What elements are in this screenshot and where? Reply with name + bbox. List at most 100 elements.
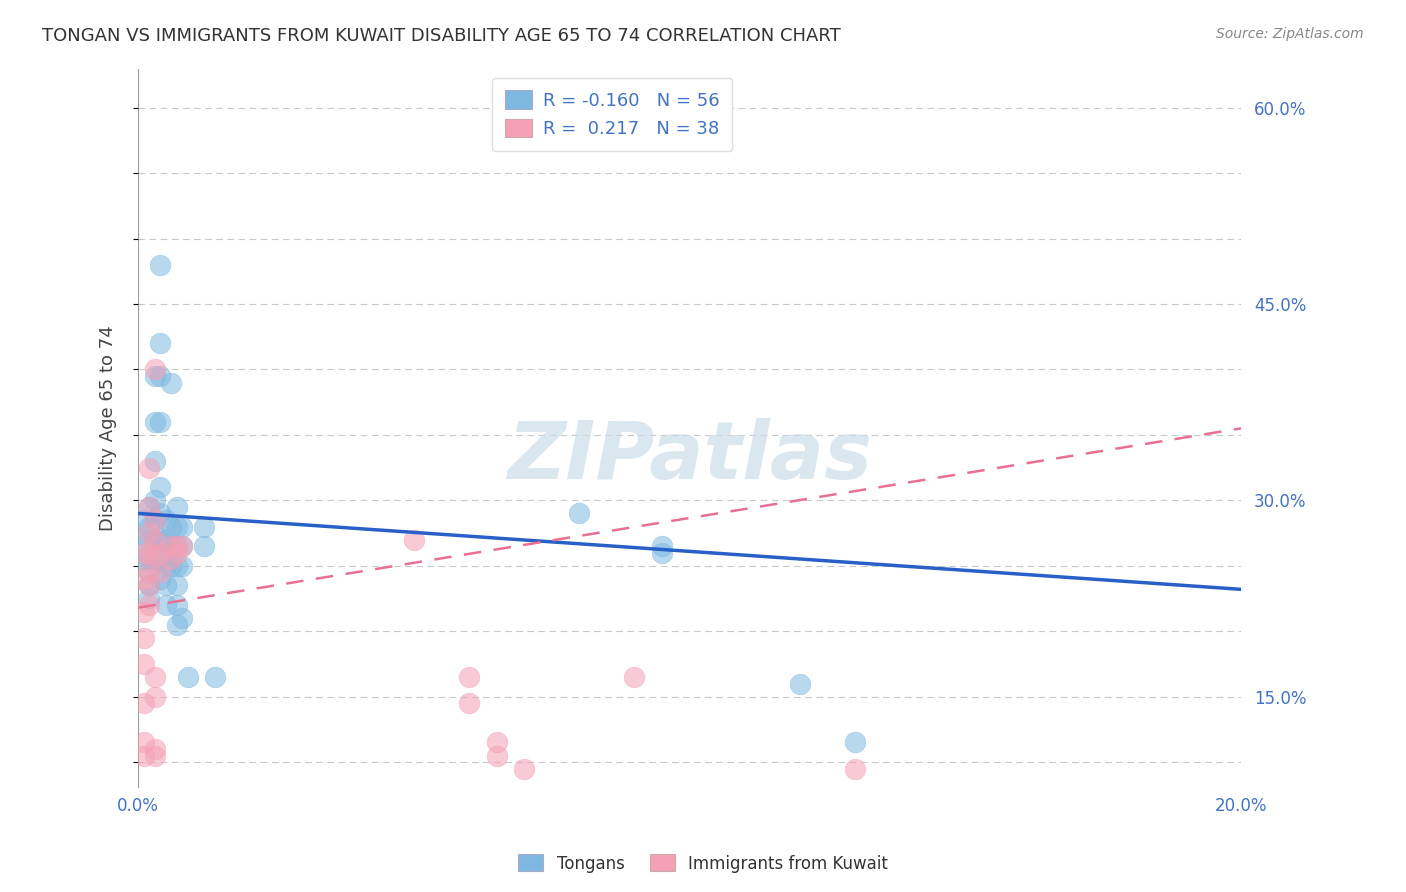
Point bbox=[513, 762, 536, 776]
Point bbox=[132, 533, 155, 547]
Point bbox=[177, 670, 200, 684]
Point bbox=[132, 572, 155, 586]
Point bbox=[166, 519, 188, 533]
Point bbox=[149, 258, 172, 272]
Point bbox=[138, 460, 160, 475]
Y-axis label: Disability Age 65 to 74: Disability Age 65 to 74 bbox=[100, 326, 117, 532]
Point bbox=[149, 552, 172, 566]
Point bbox=[155, 533, 177, 547]
Point bbox=[138, 533, 160, 547]
Point bbox=[166, 539, 188, 553]
Point bbox=[143, 742, 166, 756]
Point bbox=[844, 762, 866, 776]
Point bbox=[143, 748, 166, 763]
Text: ZIPatlas: ZIPatlas bbox=[508, 418, 872, 496]
Point bbox=[166, 539, 188, 553]
Point bbox=[132, 696, 155, 710]
Point bbox=[193, 519, 215, 533]
Point bbox=[155, 578, 177, 592]
Point bbox=[651, 539, 673, 553]
Point bbox=[149, 415, 172, 429]
Point bbox=[138, 578, 160, 592]
Point bbox=[132, 748, 155, 763]
Point bbox=[193, 539, 215, 553]
Point bbox=[149, 533, 172, 547]
Point bbox=[166, 558, 188, 573]
Point bbox=[143, 369, 166, 384]
Point bbox=[132, 735, 155, 749]
Point bbox=[138, 578, 160, 592]
Point bbox=[138, 546, 160, 560]
Point bbox=[172, 539, 194, 553]
Point bbox=[155, 598, 177, 612]
Point bbox=[143, 533, 166, 547]
Point bbox=[789, 676, 811, 690]
Point bbox=[143, 454, 166, 468]
Point bbox=[485, 735, 508, 749]
Point bbox=[138, 500, 160, 514]
Point bbox=[149, 369, 172, 384]
Point bbox=[138, 566, 160, 580]
Point bbox=[166, 617, 188, 632]
Point bbox=[160, 558, 183, 573]
Point bbox=[143, 415, 166, 429]
Point bbox=[485, 748, 508, 763]
Point bbox=[132, 657, 155, 671]
Point bbox=[172, 611, 194, 625]
Point bbox=[458, 696, 481, 710]
Point bbox=[149, 572, 172, 586]
Point bbox=[160, 539, 183, 553]
Point bbox=[155, 546, 177, 560]
Point bbox=[138, 500, 160, 514]
Point bbox=[568, 507, 591, 521]
Legend: Tongans, Immigrants from Kuwait: Tongans, Immigrants from Kuwait bbox=[512, 847, 894, 880]
Point bbox=[160, 376, 183, 390]
Point bbox=[149, 336, 172, 351]
Point bbox=[143, 552, 166, 566]
Point bbox=[143, 549, 166, 563]
Text: TONGAN VS IMMIGRANTS FROM KUWAIT DISABILITY AGE 65 TO 74 CORRELATION CHART: TONGAN VS IMMIGRANTS FROM KUWAIT DISABIL… bbox=[42, 27, 841, 45]
Point bbox=[458, 670, 481, 684]
Point bbox=[160, 539, 183, 553]
Point bbox=[172, 539, 194, 553]
Point bbox=[143, 670, 166, 684]
Point bbox=[651, 546, 673, 560]
Point bbox=[166, 598, 188, 612]
Text: Source: ZipAtlas.com: Source: ZipAtlas.com bbox=[1216, 27, 1364, 41]
Point bbox=[623, 670, 645, 684]
Point bbox=[132, 513, 155, 527]
Point bbox=[138, 552, 160, 566]
Point bbox=[160, 552, 183, 566]
Point bbox=[160, 519, 183, 533]
Point bbox=[166, 500, 188, 514]
Point bbox=[149, 507, 172, 521]
Point bbox=[132, 605, 155, 619]
Point bbox=[143, 493, 166, 508]
Legend: R = -0.160   N = 56, R =  0.217   N = 38: R = -0.160 N = 56, R = 0.217 N = 38 bbox=[492, 78, 733, 151]
Point bbox=[138, 566, 160, 580]
Point bbox=[155, 513, 177, 527]
Point bbox=[172, 558, 194, 573]
Point bbox=[149, 546, 172, 560]
Point bbox=[143, 690, 166, 704]
Point bbox=[143, 513, 166, 527]
Point bbox=[132, 552, 155, 566]
Point bbox=[138, 598, 160, 612]
Point bbox=[166, 578, 188, 592]
Point bbox=[844, 735, 866, 749]
Point bbox=[132, 546, 155, 560]
Point bbox=[143, 513, 166, 527]
Point bbox=[172, 519, 194, 533]
Point bbox=[149, 480, 172, 494]
Point bbox=[138, 591, 160, 606]
Point bbox=[402, 533, 425, 547]
Point bbox=[132, 631, 155, 645]
Point bbox=[149, 566, 172, 580]
Point bbox=[143, 362, 166, 376]
Point bbox=[138, 519, 160, 533]
Point bbox=[143, 533, 166, 547]
Point bbox=[138, 526, 160, 541]
Point bbox=[155, 558, 177, 573]
Point bbox=[204, 670, 226, 684]
Point bbox=[166, 546, 188, 560]
